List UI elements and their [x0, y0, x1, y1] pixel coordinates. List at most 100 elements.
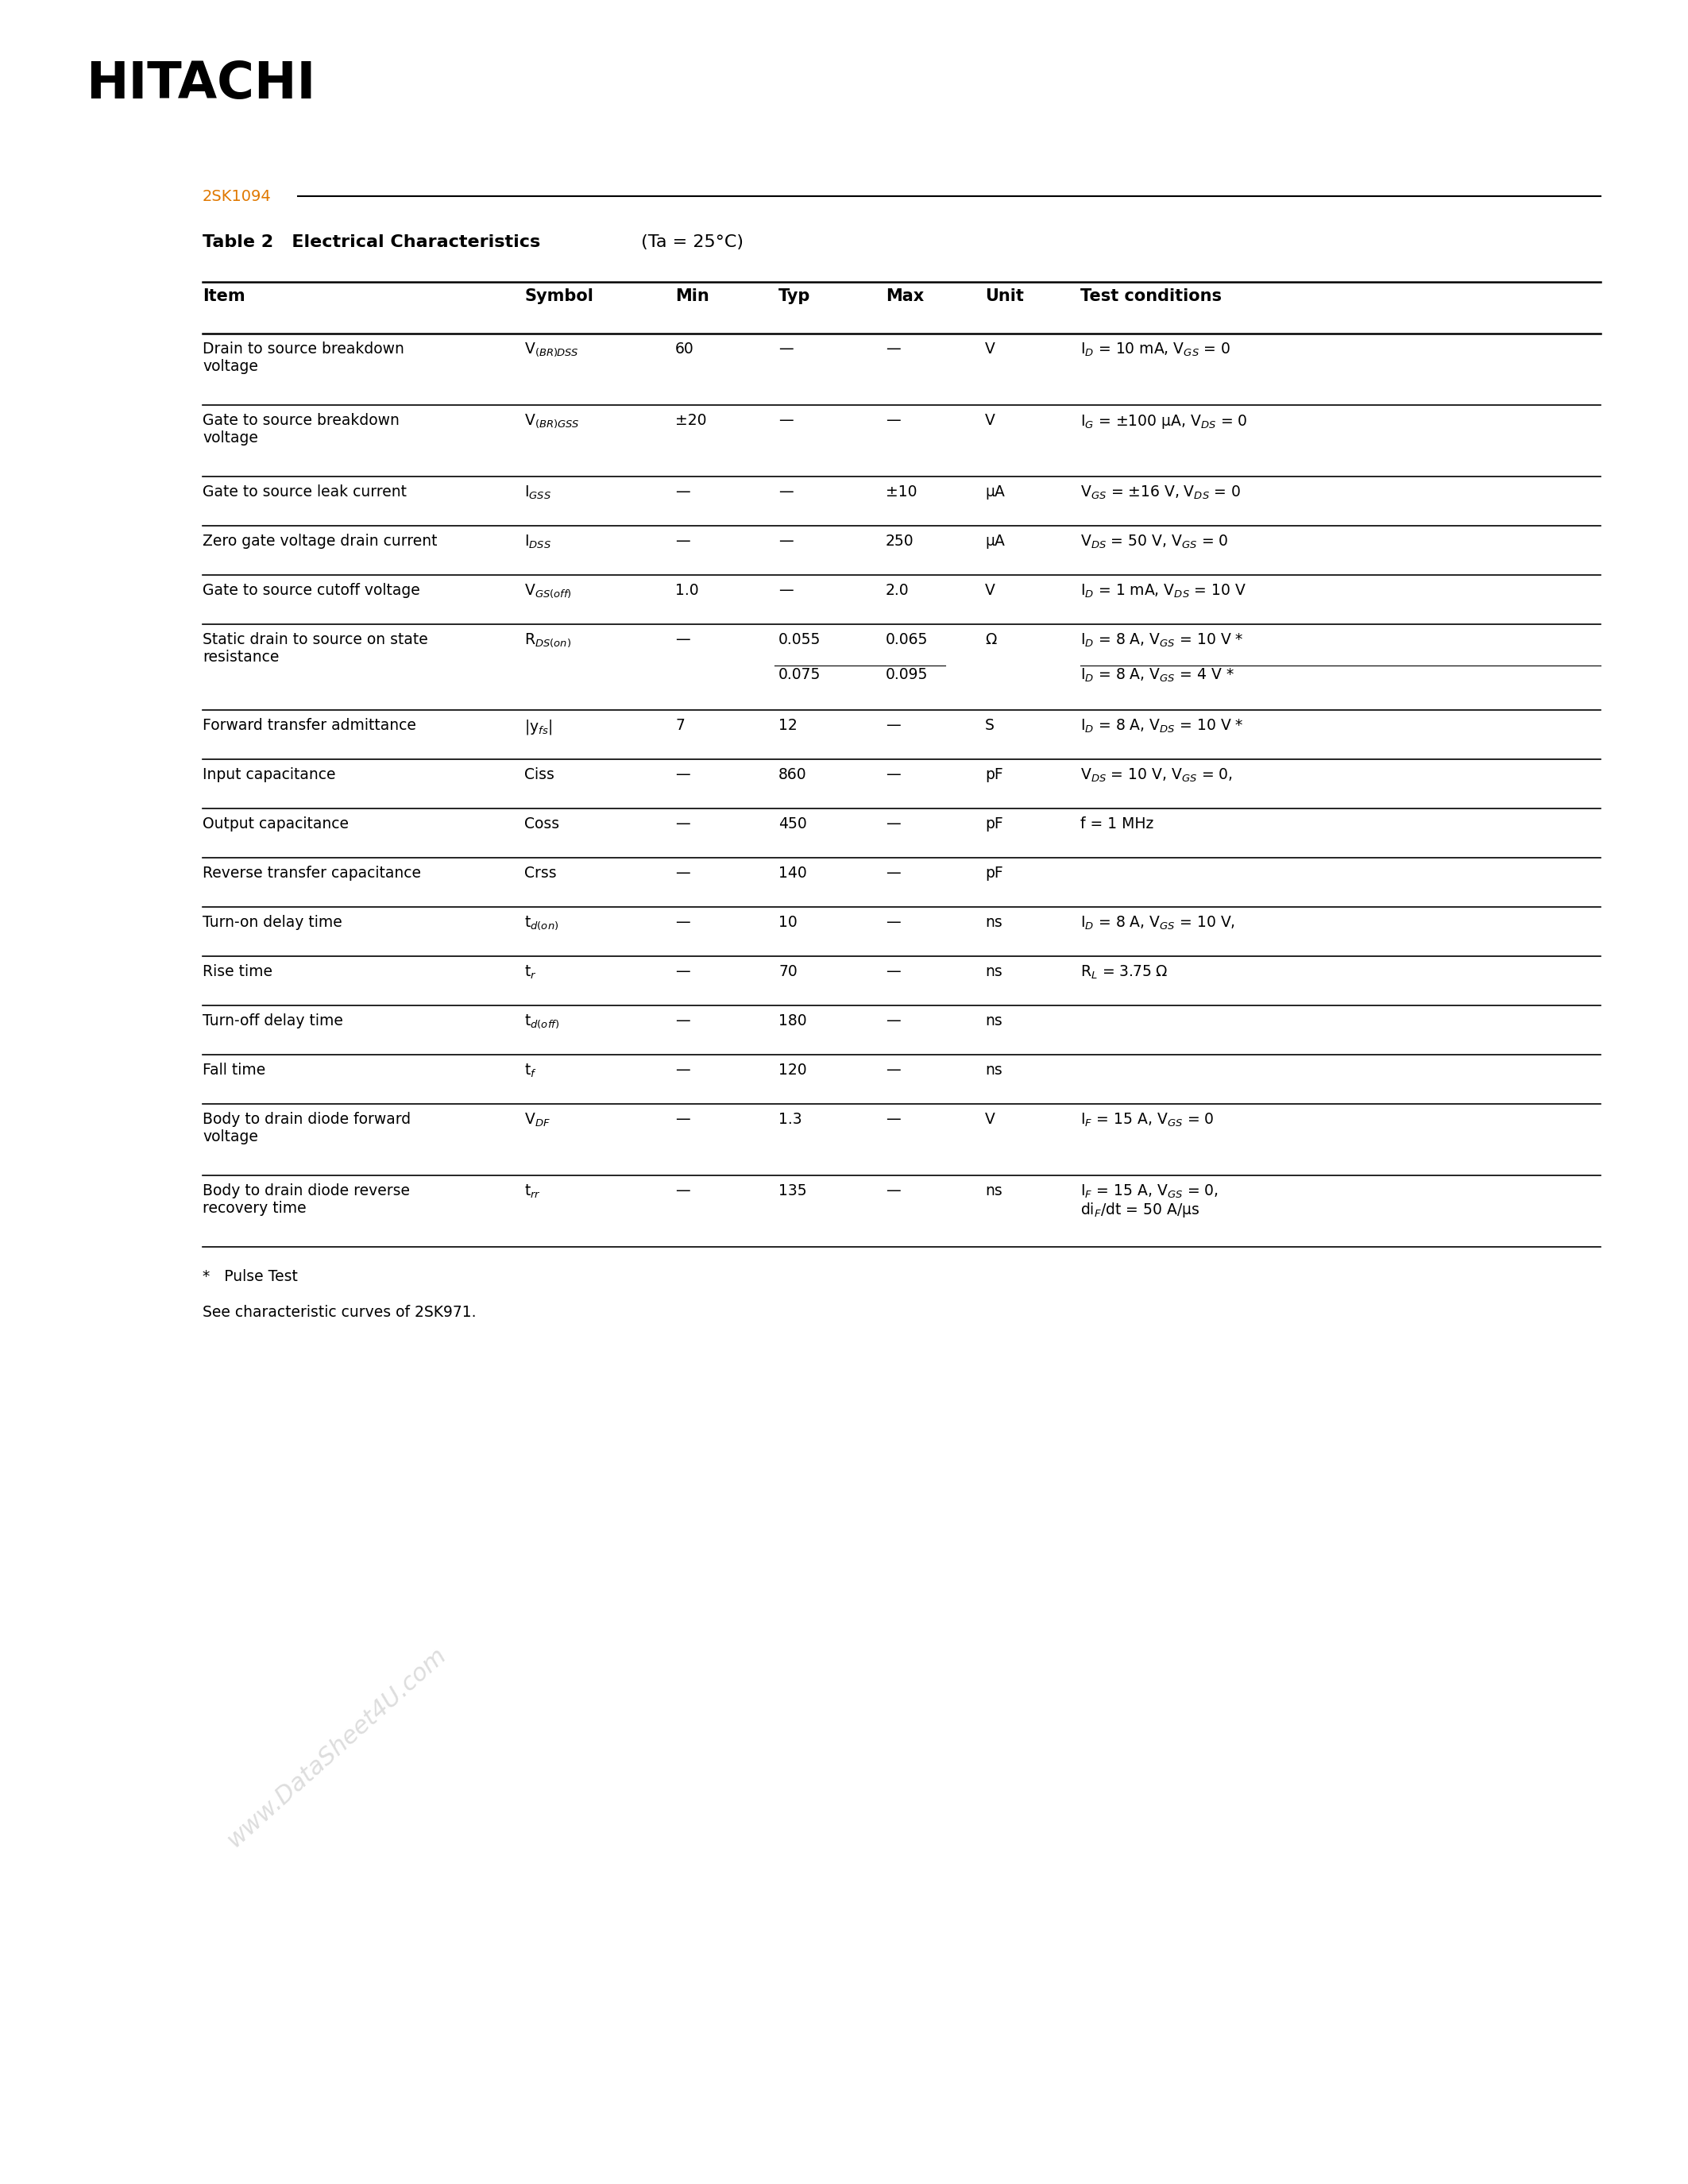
Text: 60: 60 — [675, 341, 694, 356]
Text: f = 1 MHz: f = 1 MHz — [1080, 817, 1153, 832]
Text: Item: Item — [203, 288, 245, 304]
Text: Gate to source breakdown: Gate to source breakdown — [203, 413, 400, 428]
Text: I$_{DSS}$: I$_{DSS}$ — [525, 533, 552, 550]
Text: —: — — [675, 915, 690, 930]
Text: μA: μA — [986, 533, 1004, 548]
Text: —: — — [886, 413, 900, 428]
Text: 0.095: 0.095 — [886, 666, 928, 681]
Text: Ω: Ω — [986, 631, 996, 646]
Text: Turn-on delay time: Turn-on delay time — [203, 915, 343, 930]
Text: di$_{F}$/dt = 50 A/μs: di$_{F}$/dt = 50 A/μs — [1080, 1201, 1200, 1219]
Text: 10: 10 — [778, 915, 797, 930]
Text: I$_{F}$ = 15 A, V$_{GS}$ = 0,: I$_{F}$ = 15 A, V$_{GS}$ = 0, — [1080, 1184, 1219, 1201]
Text: Unit: Unit — [986, 288, 1025, 304]
Text: 120: 120 — [778, 1064, 807, 1077]
Text: —: — — [886, 719, 900, 734]
Text: —: — — [886, 341, 900, 356]
Text: www.DataSheet4U.com: www.DataSheet4U.com — [223, 1642, 451, 1852]
Text: —: — — [675, 1112, 690, 1127]
Text: voltage: voltage — [203, 358, 258, 373]
Text: Zero gate voltage drain current: Zero gate voltage drain current — [203, 533, 437, 548]
Text: —: — — [675, 817, 690, 832]
Text: pF: pF — [986, 865, 1003, 880]
Text: —: — — [778, 341, 793, 356]
Text: V$_{(BR)DSS}$: V$_{(BR)DSS}$ — [525, 341, 579, 358]
Text: —: — — [886, 1112, 900, 1127]
Text: —: — — [675, 533, 690, 548]
Text: —: — — [886, 865, 900, 880]
Text: V$_{DS}$ = 50 V, V$_{GS}$ = 0: V$_{DS}$ = 50 V, V$_{GS}$ = 0 — [1080, 533, 1229, 550]
Text: I$_{D}$ = 8 A, V$_{GS}$ = 10 V,: I$_{D}$ = 8 A, V$_{GS}$ = 10 V, — [1080, 915, 1236, 933]
Text: Turn-off delay time: Turn-off delay time — [203, 1013, 343, 1029]
Text: Min: Min — [675, 288, 709, 304]
Text: Crss: Crss — [525, 865, 557, 880]
Text: 2SK1094: 2SK1094 — [203, 190, 272, 203]
Text: V$_{DF}$: V$_{DF}$ — [525, 1112, 550, 1129]
Text: —: — — [886, 963, 900, 978]
Text: 860: 860 — [778, 767, 807, 782]
Text: Forward transfer admittance: Forward transfer admittance — [203, 719, 417, 734]
Text: 12: 12 — [778, 719, 797, 734]
Text: V: V — [986, 1112, 996, 1127]
Text: (Ta = 25°C): (Ta = 25°C) — [635, 234, 743, 251]
Text: 1.0: 1.0 — [675, 583, 699, 598]
Text: 2.0: 2.0 — [886, 583, 910, 598]
Text: —: — — [675, 1013, 690, 1029]
Text: Ciss: Ciss — [525, 767, 554, 782]
Text: —: — — [675, 1184, 690, 1199]
Text: S: S — [986, 719, 994, 734]
Text: t$_{d(off)}$: t$_{d(off)}$ — [525, 1013, 559, 1031]
Text: V$_{GS(off)}$: V$_{GS(off)}$ — [525, 583, 572, 601]
Text: I$_{F}$ = 15 A, V$_{GS}$ = 0: I$_{F}$ = 15 A, V$_{GS}$ = 0 — [1080, 1112, 1214, 1129]
Text: ±10: ±10 — [886, 485, 917, 500]
Text: —: — — [778, 533, 793, 548]
Text: Input capacitance: Input capacitance — [203, 767, 336, 782]
Text: R$_{DS(on)}$: R$_{DS(on)}$ — [525, 631, 571, 649]
Text: Body to drain diode reverse: Body to drain diode reverse — [203, 1184, 410, 1199]
Text: HITACHI: HITACHI — [86, 59, 316, 109]
Text: 180: 180 — [778, 1013, 807, 1029]
Text: 135: 135 — [778, 1184, 807, 1199]
Text: Fall time: Fall time — [203, 1064, 265, 1077]
Text: —: — — [778, 485, 793, 500]
Text: ns: ns — [986, 1064, 1003, 1077]
Text: Table 2   Electrical Characteristics: Table 2 Electrical Characteristics — [203, 234, 540, 251]
Text: resistance: resistance — [203, 649, 279, 664]
Text: Output capacitance: Output capacitance — [203, 817, 349, 832]
Text: Rise time: Rise time — [203, 963, 272, 978]
Text: Reverse transfer capacitance: Reverse transfer capacitance — [203, 865, 420, 880]
Text: Coss: Coss — [525, 817, 559, 832]
Text: t$_{r}$: t$_{r}$ — [525, 963, 537, 981]
Text: Gate to source cutoff voltage: Gate to source cutoff voltage — [203, 583, 420, 598]
Text: See characteristic curves of 2SK971.: See characteristic curves of 2SK971. — [203, 1304, 476, 1319]
Text: 450: 450 — [778, 817, 807, 832]
Text: I$_{G}$ = ±100 μA, V$_{DS}$ = 0: I$_{G}$ = ±100 μA, V$_{DS}$ = 0 — [1080, 413, 1247, 430]
Text: 1.3: 1.3 — [778, 1112, 802, 1127]
Text: V: V — [986, 341, 996, 356]
Text: —: — — [675, 485, 690, 500]
Text: —: — — [886, 1064, 900, 1077]
Text: μA: μA — [986, 485, 1004, 500]
Text: V: V — [986, 583, 996, 598]
Text: 140: 140 — [778, 865, 807, 880]
Text: I$_{D}$ = 1 mA, V$_{DS}$ = 10 V: I$_{D}$ = 1 mA, V$_{DS}$ = 10 V — [1080, 583, 1246, 601]
Text: —: — — [886, 915, 900, 930]
Text: —: — — [778, 583, 793, 598]
Text: —: — — [886, 817, 900, 832]
Text: —: — — [778, 413, 793, 428]
Text: ±20: ±20 — [675, 413, 707, 428]
Text: ns: ns — [986, 1184, 1003, 1199]
Text: pF: pF — [986, 767, 1003, 782]
Text: I$_{D}$ = 8 A, V$_{DS}$ = 10 V *: I$_{D}$ = 8 A, V$_{DS}$ = 10 V * — [1080, 719, 1244, 734]
Text: I$_{D}$ = 8 A, V$_{GS}$ = 10 V *: I$_{D}$ = 8 A, V$_{GS}$ = 10 V * — [1080, 631, 1244, 649]
Text: Gate to source leak current: Gate to source leak current — [203, 485, 407, 500]
Text: —: — — [886, 1013, 900, 1029]
Text: pF: pF — [986, 817, 1003, 832]
Text: ns: ns — [986, 915, 1003, 930]
Text: —: — — [675, 767, 690, 782]
Text: 250: 250 — [886, 533, 913, 548]
Text: ns: ns — [986, 963, 1003, 978]
Text: —: — — [675, 1064, 690, 1077]
Text: t$_{rr}$: t$_{rr}$ — [525, 1184, 540, 1201]
Text: V$_{DS}$ = 10 V, V$_{GS}$ = 0,: V$_{DS}$ = 10 V, V$_{GS}$ = 0, — [1080, 767, 1232, 784]
